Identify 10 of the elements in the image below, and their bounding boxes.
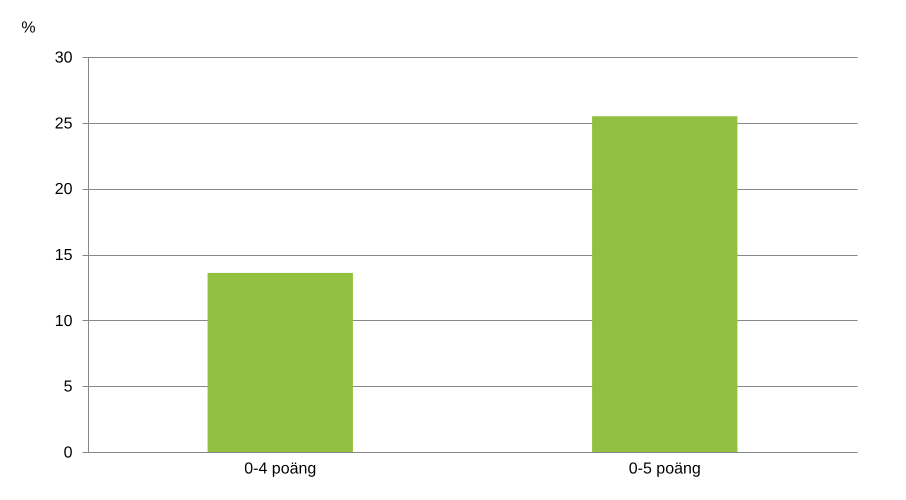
y-tick-label: 0 [64,444,73,462]
y-tick-label: 5 [64,378,73,396]
y-tick-label: 25 [54,115,73,132]
x-tick-label: 0-4 poäng [244,460,316,478]
y-tick-label: 30 [54,50,73,66]
x-tick-label: 0-5 poäng [628,460,701,478]
y-tick-label: 10 [54,312,73,330]
y-tick-label: 20 [54,181,73,198]
y-tick-label: 15 [54,247,73,264]
y-axis-title: % [21,20,36,36]
